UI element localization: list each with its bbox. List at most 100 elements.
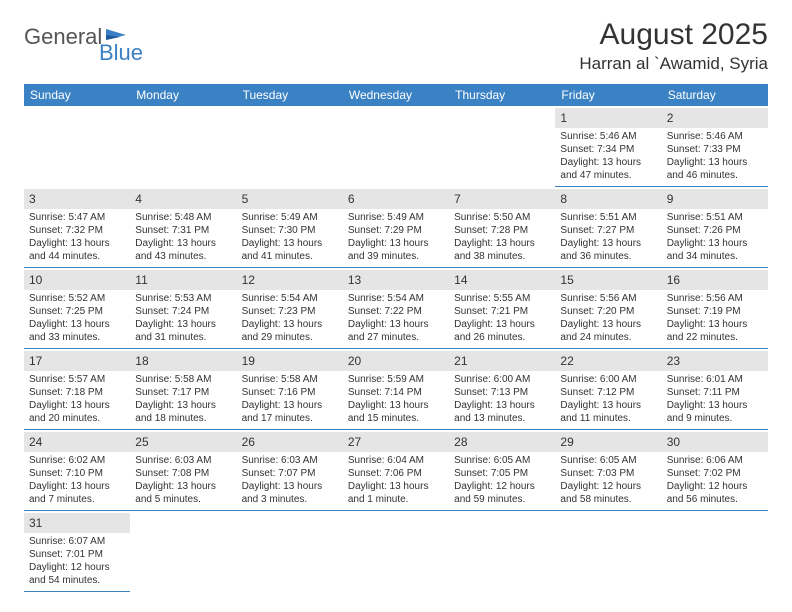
- daylight-text: Daylight: 13 hours and 11 minutes.: [560, 399, 656, 425]
- daylight-text: Daylight: 13 hours and 39 minutes.: [348, 237, 444, 263]
- day-info: Sunrise: 5:50 AMSunset: 7:28 PMDaylight:…: [454, 211, 550, 263]
- day-cell-empty: [130, 511, 236, 592]
- daylight-text: Daylight: 13 hours and 46 minutes.: [667, 156, 763, 182]
- day-info: Sunrise: 5:59 AMSunset: 7:14 PMDaylight:…: [348, 373, 444, 425]
- sunset-text: Sunset: 7:10 PM: [29, 467, 125, 480]
- daylight-text: Daylight: 13 hours and 27 minutes.: [348, 318, 444, 344]
- sunset-text: Sunset: 7:30 PM: [242, 224, 338, 237]
- sunset-text: Sunset: 7:19 PM: [667, 305, 763, 318]
- day-header: Friday: [555, 84, 661, 106]
- day-number-row: 3: [24, 189, 130, 209]
- sunset-text: Sunset: 7:05 PM: [454, 467, 550, 480]
- day-number-row: 4: [130, 189, 236, 209]
- day-cell-empty: [662, 511, 768, 592]
- daylight-text: Daylight: 13 hours and 15 minutes.: [348, 399, 444, 425]
- day-number: 11: [135, 273, 147, 287]
- sunrise-text: Sunrise: 5:55 AM: [454, 292, 550, 305]
- day-cell-empty: [237, 511, 343, 592]
- daylight-text: Daylight: 12 hours and 58 minutes.: [560, 480, 656, 506]
- sunset-text: Sunset: 7:22 PM: [348, 305, 444, 318]
- day-cell-empty: [24, 106, 130, 187]
- sunset-text: Sunset: 7:06 PM: [348, 467, 444, 480]
- sunrise-text: Sunrise: 6:02 AM: [29, 454, 125, 467]
- day-number-row: 15: [555, 270, 661, 290]
- day-cell-empty: [237, 106, 343, 187]
- daylight-text: Daylight: 13 hours and 36 minutes.: [560, 237, 656, 263]
- sunrise-text: Sunrise: 5:47 AM: [29, 211, 125, 224]
- day-number-row: 2: [662, 108, 768, 128]
- day-info: Sunrise: 5:52 AMSunset: 7:25 PMDaylight:…: [29, 292, 125, 344]
- sunrise-text: Sunrise: 5:54 AM: [348, 292, 444, 305]
- sunrise-text: Sunrise: 5:51 AM: [667, 211, 763, 224]
- daylight-text: Daylight: 13 hours and 9 minutes.: [667, 399, 763, 425]
- day-number: 3: [29, 192, 36, 206]
- day-number-row: 13: [343, 270, 449, 290]
- day-number-row: 10: [24, 270, 130, 290]
- day-number: 2: [667, 111, 674, 125]
- day-number: 4: [135, 192, 142, 206]
- day-number-row: 16: [662, 270, 768, 290]
- day-info: Sunrise: 5:46 AMSunset: 7:33 PMDaylight:…: [667, 130, 763, 182]
- daylight-text: Daylight: 12 hours and 59 minutes.: [454, 480, 550, 506]
- day-number-row: 26: [237, 432, 343, 452]
- day-cell: 21 Sunrise: 6:00 AMSunset: 7:13 PMDayligh…: [449, 349, 555, 430]
- sunrise-text: Sunrise: 5:56 AM: [560, 292, 656, 305]
- title-block: August 2025 Harran al `Awamid, Syria: [579, 18, 768, 74]
- day-cell: 31Sunrise: 6:07 AMSunset: 7:01 PMDayligh…: [24, 511, 130, 592]
- sunset-text: Sunset: 7:01 PM: [29, 548, 125, 561]
- logo-blue-wrap: Blue: [99, 40, 143, 66]
- day-info: Sunrise: 5:54 AMSunset: 7:22 PMDaylight:…: [348, 292, 444, 344]
- daylight-text: Daylight: 13 hours and 24 minutes.: [560, 318, 656, 344]
- day-number-row: 24: [24, 432, 130, 452]
- day-cell: 14Sunrise: 5:55 AMSunset: 7:21 PMDayligh…: [449, 268, 555, 349]
- day-cell: 28Sunrise: 6:05 AMSunset: 7:05 PMDayligh…: [449, 430, 555, 511]
- sunrise-text: Sunrise: 6:07 AM: [29, 535, 125, 548]
- day-number: 13: [348, 273, 361, 287]
- daylight-text: Daylight: 13 hours and 26 minutes.: [454, 318, 550, 344]
- day-cell: 29Sunrise: 6:05 AMSunset: 7:03 PMDayligh…: [555, 430, 661, 511]
- sunrise-text: Sunrise: 6:04 AM: [348, 454, 444, 467]
- daylight-text: Daylight: 13 hours and 7 minutes.: [29, 480, 125, 506]
- day-headers: SundayMondayTuesdayWednesdayThursdayFrid…: [24, 84, 768, 106]
- month-title: August 2025: [579, 18, 768, 52]
- day-number-row: 23: [662, 351, 768, 371]
- day-number: 6: [348, 192, 355, 206]
- sunrise-text: Sunrise: 5:58 AM: [135, 373, 231, 386]
- day-number: 14: [454, 273, 467, 287]
- sunrise-text: Sunrise: 6:03 AM: [242, 454, 338, 467]
- day-header: Tuesday: [237, 84, 343, 106]
- day-cell-empty: [130, 106, 236, 187]
- day-number: 21: [454, 354, 467, 368]
- day-number: 10: [29, 273, 42, 287]
- day-cell: 3 Sunrise: 5:47 AMSunset: 7:32 PMDaylight…: [24, 187, 130, 268]
- sunset-text: Sunset: 7:18 PM: [29, 386, 125, 399]
- day-info: Sunrise: 5:49 AMSunset: 7:29 PMDaylight:…: [348, 211, 444, 263]
- sunset-text: Sunset: 7:17 PM: [135, 386, 231, 399]
- day-info: Sunrise: 6:00 AMSunset: 7:13 PMDaylight:…: [454, 373, 550, 425]
- day-number: 12: [242, 273, 255, 287]
- day-info: Sunrise: 6:03 AMSunset: 7:07 PMDaylight:…: [242, 454, 338, 506]
- sunset-text: Sunset: 7:03 PM: [560, 467, 656, 480]
- day-info: Sunrise: 5:51 AMSunset: 7:26 PMDaylight:…: [667, 211, 763, 263]
- sunrise-text: Sunrise: 5:48 AM: [135, 211, 231, 224]
- sunset-text: Sunset: 7:02 PM: [667, 467, 763, 480]
- daylight-text: Daylight: 13 hours and 43 minutes.: [135, 237, 231, 263]
- sunrise-text: Sunrise: 5:46 AM: [667, 130, 763, 143]
- day-cell: 7 Sunrise: 5:50 AMSunset: 7:28 PMDaylight…: [449, 187, 555, 268]
- day-info: Sunrise: 5:46 AMSunset: 7:34 PMDaylight:…: [560, 130, 656, 182]
- day-info: Sunrise: 5:47 AMSunset: 7:32 PMDaylight:…: [29, 211, 125, 263]
- day-number-row: 25: [130, 432, 236, 452]
- day-header: Wednesday: [343, 84, 449, 106]
- daylight-text: Daylight: 13 hours and 3 minutes.: [242, 480, 338, 506]
- day-number: 9: [667, 192, 674, 206]
- daylight-text: Daylight: 13 hours and 31 minutes.: [135, 318, 231, 344]
- day-info: Sunrise: 6:03 AMSunset: 7:08 PMDaylight:…: [135, 454, 231, 506]
- day-number: 7: [454, 192, 461, 206]
- sunset-text: Sunset: 7:11 PM: [667, 386, 763, 399]
- day-cell: 2 Sunrise: 5:46 AMSunset: 7:33 PMDaylight…: [662, 106, 768, 187]
- daylight-text: Daylight: 12 hours and 54 minutes.: [29, 561, 125, 587]
- calendar-week: 3 Sunrise: 5:47 AMSunset: 7:32 PMDaylight…: [24, 187, 768, 268]
- day-cell: 13 Sunrise: 5:54 AMSunset: 7:22 PMDayligh…: [343, 268, 449, 349]
- day-cell: 27Sunrise: 6:04 AMSunset: 7:06 PMDayligh…: [343, 430, 449, 511]
- day-number: 18: [135, 354, 148, 368]
